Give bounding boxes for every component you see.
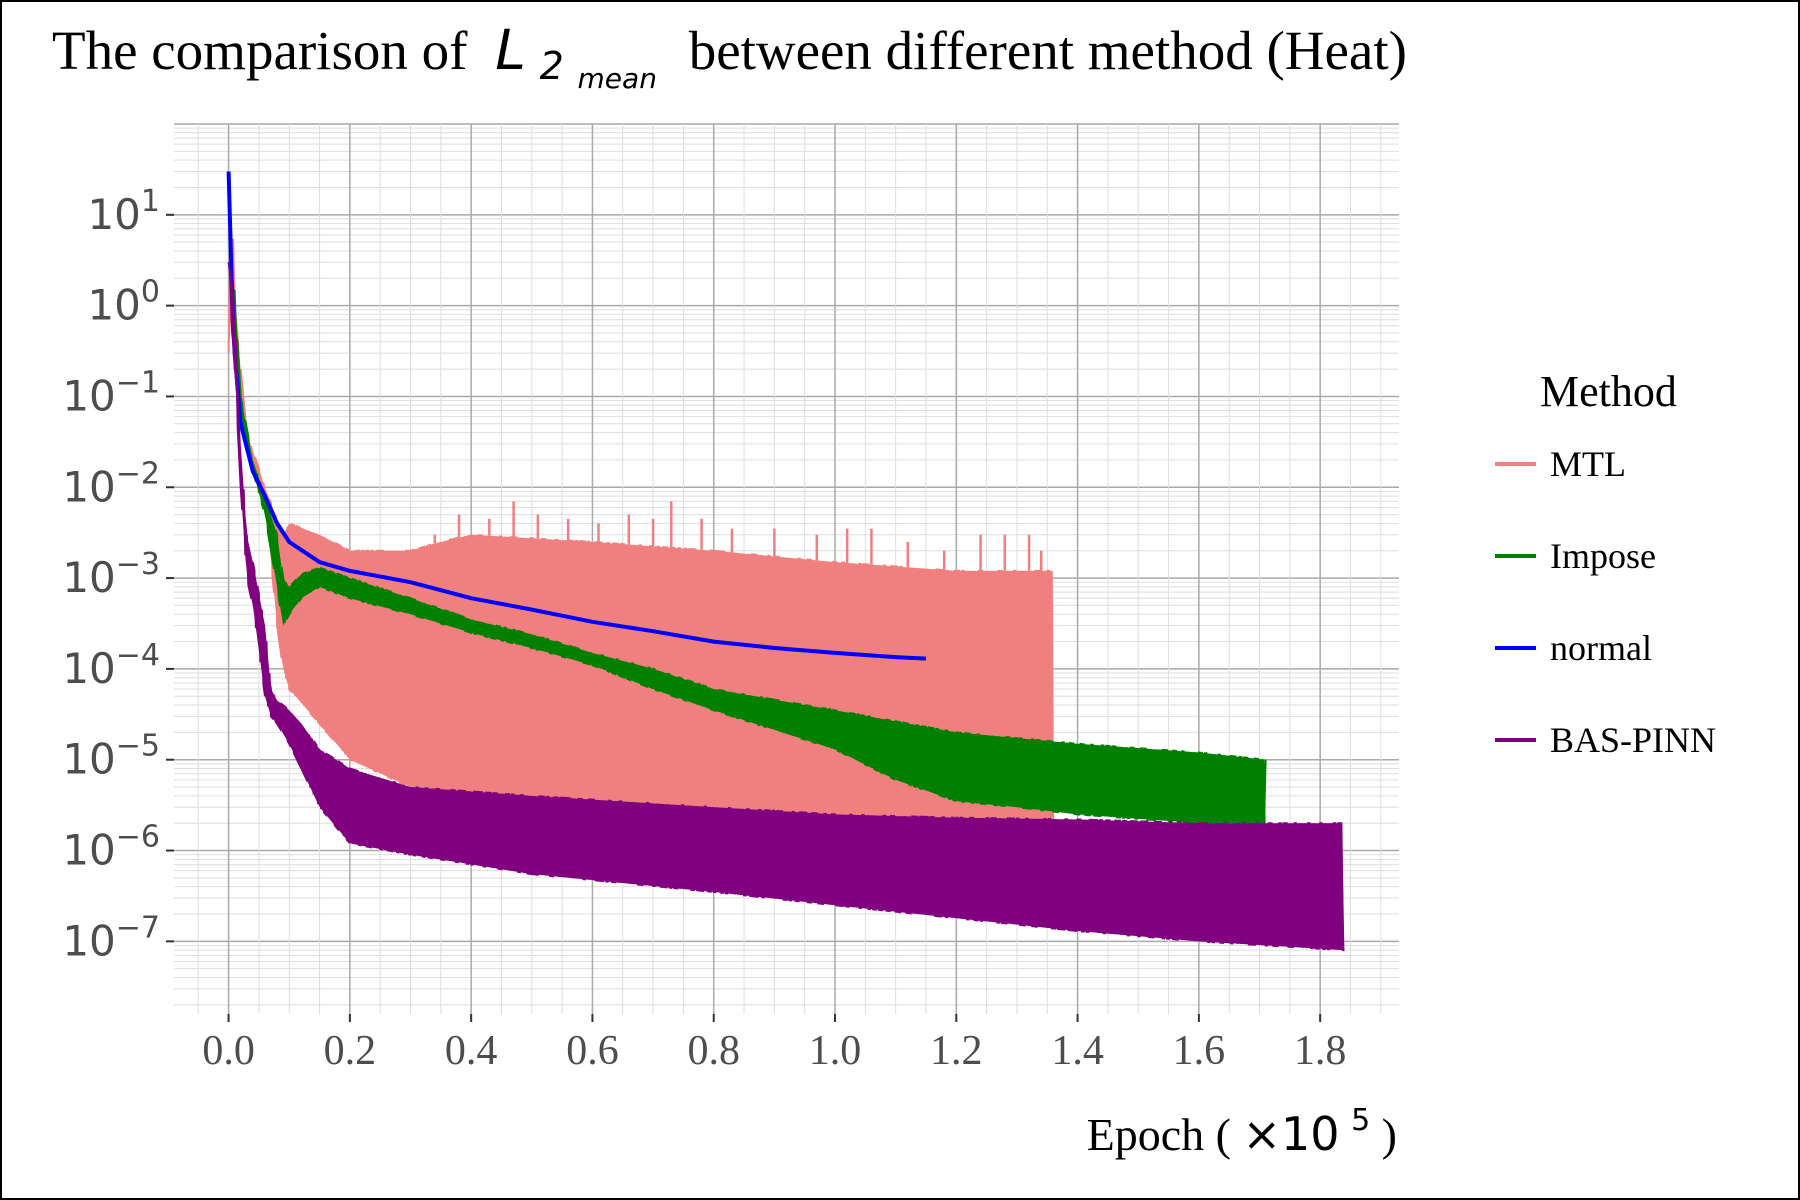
- y-tick-base: 10: [62, 916, 115, 965]
- y-tick-label: 10−1: [62, 365, 160, 420]
- x-tick-label: 1.8: [1294, 1028, 1347, 1074]
- x-axis-label: Epoch ( ×10 5 ): [1087, 1089, 1397, 1161]
- y-tick-exponent: −4: [116, 638, 160, 673]
- x-axis-ticks: 0.0 0.2 0.4 0.6 0.8 1.0 1.2 1.4 1.6 1.8: [202, 1014, 1346, 1074]
- y-tick-exponent: −2: [116, 456, 160, 491]
- title-suffix: between different method (Heat): [689, 20, 1407, 81]
- x-tick-label: 0.2: [324, 1028, 377, 1074]
- y-tick-base: 10: [62, 826, 115, 875]
- x-tick-label: 0.4: [445, 1028, 498, 1074]
- y-tick-exponent: −7: [116, 910, 160, 945]
- title-subscript: 2: [540, 44, 564, 88]
- series-line-impose: [227, 262, 1267, 825]
- x-tick-label: 0.8: [687, 1028, 740, 1074]
- x-tick-label: 0.0: [202, 1028, 255, 1074]
- title-subsubscript: mean: [578, 62, 657, 95]
- series-line-normal: [226, 171, 927, 661]
- x-axis-label-close: ): [1382, 1109, 1397, 1160]
- y-tick-exponent: −5: [116, 729, 160, 764]
- title-symbol: L: [495, 18, 526, 82]
- legend-label-normal: normal: [1550, 628, 1652, 668]
- series-line-bas-pinn: [227, 262, 1345, 952]
- y-tick-label: 10−2: [62, 456, 160, 511]
- y-tick-label: 10−3: [62, 547, 160, 602]
- y-tick-base: 10: [87, 281, 140, 330]
- series-layer: [226, 171, 1345, 952]
- y-tick-base: 10: [62, 371, 115, 420]
- y-tick-label: 10−5: [62, 729, 160, 784]
- y-tick-exponent: −3: [116, 547, 160, 582]
- title-prefix: The comparison of: [52, 20, 468, 81]
- x-axis-label-text: Epoch (: [1087, 1109, 1231, 1160]
- x-tick-label: 1.2: [930, 1028, 983, 1074]
- x-axis-label-exponent: 5: [1351, 1103, 1370, 1138]
- x-tick-label: 1.0: [809, 1028, 862, 1074]
- y-tick-base: 10: [62, 553, 115, 602]
- x-axis-label-multiplier: ×10: [1243, 1107, 1340, 1161]
- y-tick-base: 10: [62, 644, 115, 693]
- y-tick-label: 10−7: [62, 910, 160, 965]
- legend-label-bas-pinn: BAS-PINN: [1550, 720, 1716, 760]
- x-tick-label: 0.6: [566, 1028, 619, 1074]
- x-tick-label: 1.6: [1173, 1028, 1226, 1074]
- legend-label-mtl: MTL: [1550, 444, 1626, 484]
- y-tick-label: 10−4: [62, 638, 160, 693]
- legend: Method MTL Impose normal BAS-PINN: [1495, 367, 1716, 760]
- y-tick-exponent: 0: [141, 275, 160, 310]
- y-tick-label: 100: [87, 275, 160, 330]
- y-tick-exponent: −6: [116, 820, 160, 855]
- x-tick-label: 1.4: [1051, 1028, 1104, 1074]
- legend-label-impose: Impose: [1550, 536, 1656, 576]
- y-tick-base: 10: [87, 190, 140, 239]
- chart-title: The comparison of L 2 mean between diffe…: [52, 18, 1407, 100]
- y-tick-exponent: −1: [116, 365, 160, 400]
- y-tick-base: 10: [62, 462, 115, 511]
- y-tick-label: 10−6: [62, 820, 160, 875]
- y-tick-label: 101: [87, 184, 160, 239]
- legend-title: Method: [1540, 367, 1677, 416]
- y-tick-exponent: 1: [141, 184, 160, 219]
- y-tick-base: 10: [62, 735, 115, 784]
